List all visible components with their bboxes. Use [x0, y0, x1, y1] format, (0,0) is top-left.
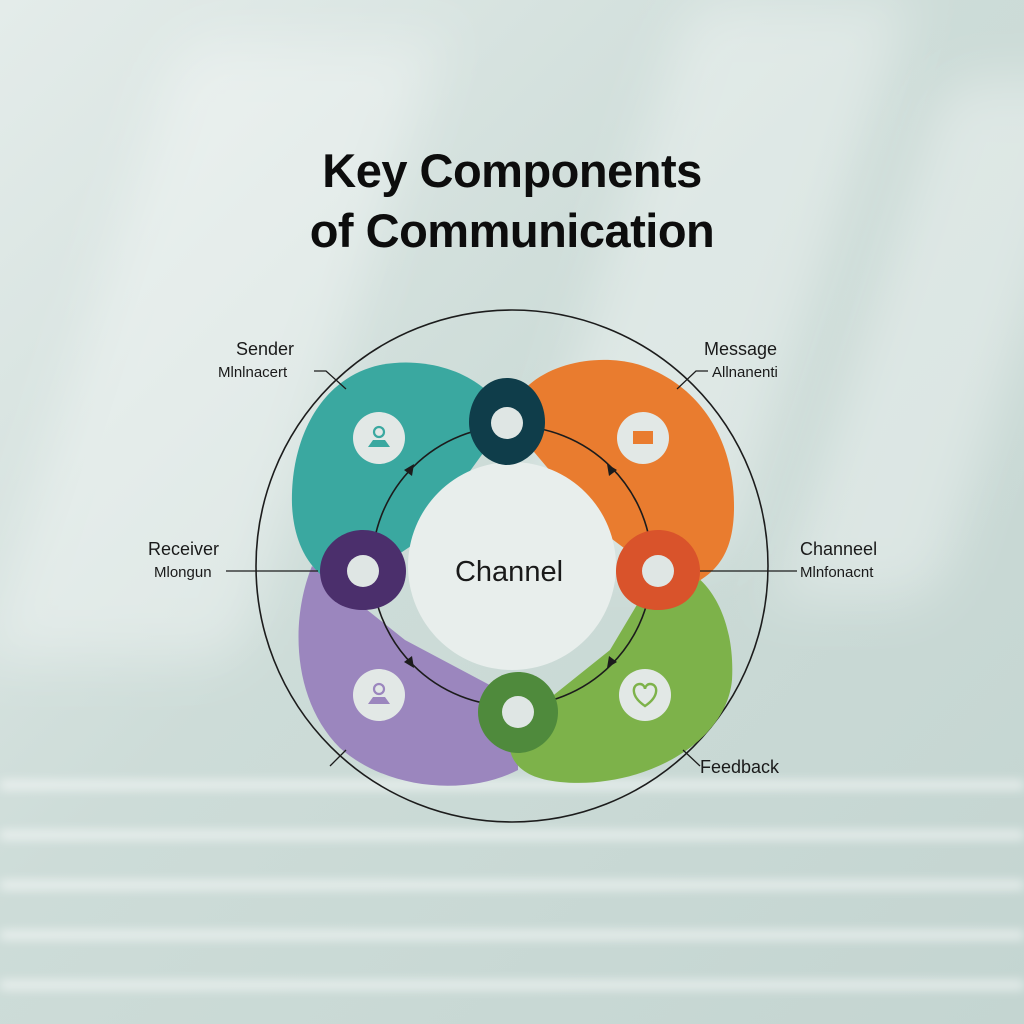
arrow-bottom-right [607, 656, 617, 668]
node-left [320, 530, 406, 610]
person-icon [368, 425, 390, 447]
arrow-top-left [404, 464, 414, 476]
receiver-label: Receiver [148, 539, 220, 559]
feedback-label: Feedback [700, 757, 780, 777]
feedback-segment [509, 565, 733, 783]
node-right [616, 530, 700, 610]
sender-leader [314, 370, 347, 390]
center-label: Channel [455, 556, 563, 588]
sender-icon-disc [353, 412, 405, 464]
sender-segment [291, 362, 507, 590]
person-icon [368, 682, 390, 704]
node-bottom [478, 672, 558, 753]
arrow-bottom-left [404, 656, 414, 668]
node-top [469, 378, 545, 465]
receiver-icon-disc [353, 669, 405, 721]
feedback-icon-disc [619, 669, 671, 721]
sender-sublabel: Mlnlnacert [218, 364, 288, 381]
channel-label: Channeel [800, 539, 878, 559]
message-icon [633, 431, 653, 444]
arrow-top-right [607, 464, 617, 476]
receiver-bottom-leader [329, 749, 347, 767]
message-icon-disc [617, 412, 669, 464]
sender-label: Sender [236, 339, 295, 359]
page-title-line-2: of Communication [309, 204, 715, 257]
lobes [291, 359, 735, 786]
feedback-leader [682, 749, 701, 767]
receiver-sublabel: Mlongun [154, 564, 212, 581]
message-label: Message [704, 339, 778, 359]
page-title-line-1: Key Components [322, 144, 702, 197]
heart-icon [632, 682, 658, 708]
outer-ring [255, 309, 769, 823]
receiver-segment [298, 566, 518, 786]
message-segment [507, 359, 735, 590]
message-sublabel: Allnanenti [712, 364, 778, 381]
message-leader [676, 370, 708, 390]
center-hole [408, 462, 616, 670]
channel-sublabel: Mlnfonacnt [800, 564, 874, 581]
